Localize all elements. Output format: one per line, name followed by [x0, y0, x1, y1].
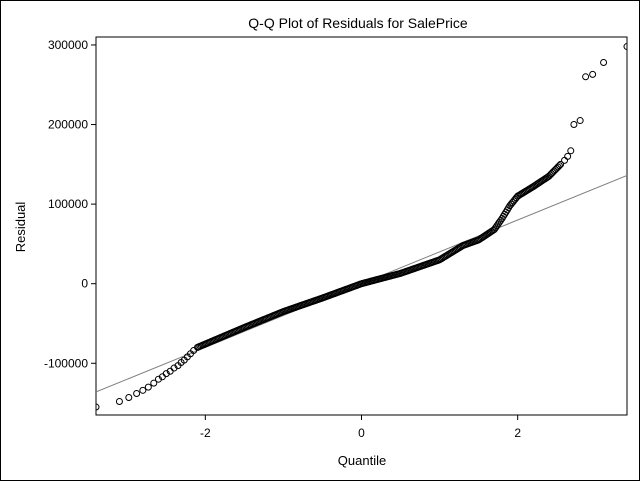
residual-point [170, 364, 178, 372]
residual-point [582, 73, 590, 81]
y-tick-label: 200000 [48, 118, 88, 132]
plot-inner [96, 43, 627, 411]
y-axis-title: Residual [13, 202, 28, 253]
residual-point [555, 162, 563, 170]
residual-point [133, 390, 141, 398]
y-tick-label: 300000 [48, 38, 88, 52]
residual-point [115, 397, 123, 405]
y-tick-label: 0 [81, 277, 88, 291]
plot-border [95, 36, 628, 416]
y-tick-label: -100000 [44, 356, 88, 370]
x-tick-label: 2 [514, 426, 521, 440]
residual-point [564, 152, 572, 160]
residual-point [144, 383, 152, 391]
y-axis: -100000 0 100000 200000 300000 [44, 38, 96, 370]
residual-point [162, 370, 170, 378]
x-tick-label: 0 [358, 426, 365, 440]
residual-point [154, 375, 162, 383]
x-tick-label: -2 [200, 426, 211, 440]
residual-point [623, 43, 627, 51]
residual-point [190, 347, 198, 355]
residual-point [557, 160, 565, 168]
residual-point [96, 403, 100, 411]
residual-point [139, 386, 147, 394]
residual-point [589, 70, 597, 78]
residual-point [576, 117, 584, 125]
plot-area [95, 36, 628, 416]
residual-point [600, 58, 608, 66]
residual-point [125, 393, 133, 401]
chart-title: Q-Q Plot of Residuals for SalePrice [248, 15, 468, 31]
residual-point [567, 147, 575, 155]
residual-point [570, 121, 578, 129]
residual-point [561, 156, 569, 164]
x-axis-title: Quantile [338, 453, 386, 468]
residual-point [150, 379, 158, 387]
x-axis: -2 0 2 [200, 415, 521, 440]
y-tick-label: 100000 [48, 197, 88, 211]
